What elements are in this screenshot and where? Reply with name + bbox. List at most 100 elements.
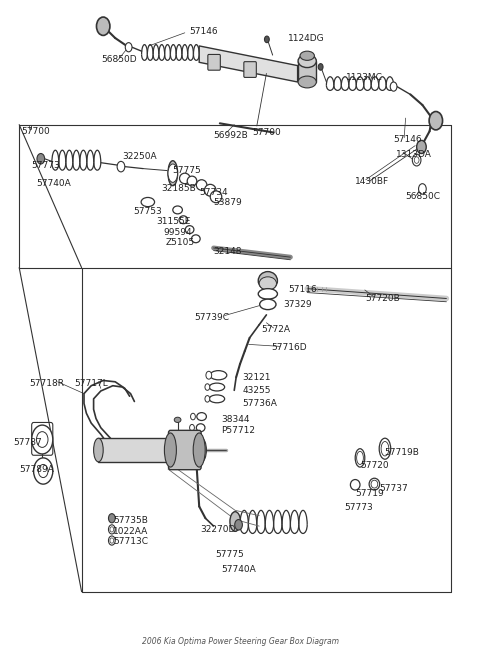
Circle shape [108, 525, 115, 534]
Text: 32270D: 32270D [201, 525, 236, 534]
Text: 1022AA: 1022AA [113, 527, 148, 536]
Ellipse shape [258, 289, 277, 299]
Text: 57719B: 57719B [384, 448, 419, 457]
Ellipse shape [300, 51, 314, 60]
Text: 53879: 53879 [214, 197, 242, 207]
Ellipse shape [369, 478, 380, 490]
Ellipse shape [180, 173, 190, 184]
Ellipse shape [350, 480, 360, 490]
Ellipse shape [298, 54, 316, 68]
FancyBboxPatch shape [168, 430, 201, 470]
Circle shape [108, 536, 115, 545]
Ellipse shape [193, 433, 205, 467]
Ellipse shape [355, 449, 365, 467]
Ellipse shape [204, 184, 216, 196]
Circle shape [34, 458, 53, 484]
Circle shape [108, 514, 115, 523]
Text: 57720B: 57720B [365, 294, 399, 303]
Text: 57734: 57734 [199, 188, 228, 197]
Ellipse shape [371, 480, 378, 488]
Text: 57739C: 57739C [194, 313, 229, 322]
Text: 57700: 57700 [22, 127, 50, 136]
Text: 32185B: 32185B [161, 184, 195, 194]
Text: 57713C: 57713C [113, 537, 148, 546]
Circle shape [429, 112, 443, 130]
Text: 57737: 57737 [379, 484, 408, 493]
Text: 57716D: 57716D [271, 343, 307, 352]
Text: 56850C: 56850C [406, 192, 441, 201]
Text: 1430BF: 1430BF [355, 176, 389, 186]
Text: 57720: 57720 [360, 461, 389, 470]
Ellipse shape [94, 438, 103, 462]
Ellipse shape [298, 76, 316, 88]
Circle shape [414, 157, 419, 163]
Ellipse shape [179, 216, 188, 224]
Text: 57735B: 57735B [113, 516, 148, 525]
Text: 57146: 57146 [190, 27, 218, 36]
Text: 57787: 57787 [13, 438, 42, 447]
FancyBboxPatch shape [98, 438, 202, 462]
Ellipse shape [210, 371, 227, 380]
Circle shape [318, 64, 323, 70]
Text: 57775: 57775 [172, 166, 201, 175]
Text: 43255: 43255 [242, 386, 271, 396]
Text: 56992B: 56992B [214, 131, 248, 140]
Circle shape [419, 184, 426, 194]
Circle shape [190, 424, 194, 431]
Text: 37329: 37329 [283, 300, 312, 309]
Ellipse shape [196, 424, 205, 432]
Circle shape [110, 527, 114, 532]
Text: 57146: 57146 [394, 134, 422, 144]
Text: 1313DA: 1313DA [396, 150, 432, 159]
Text: 57773: 57773 [31, 161, 60, 170]
Text: 57718R: 57718R [29, 379, 64, 388]
Circle shape [191, 413, 195, 420]
Ellipse shape [168, 164, 178, 182]
Ellipse shape [168, 161, 178, 186]
Ellipse shape [379, 438, 391, 459]
Circle shape [125, 43, 132, 52]
Text: 32148: 32148 [214, 247, 242, 256]
Text: 57736A: 57736A [242, 399, 277, 408]
Text: 5772A: 5772A [262, 325, 290, 334]
Circle shape [96, 17, 110, 35]
Ellipse shape [192, 235, 200, 243]
Circle shape [235, 520, 242, 530]
FancyBboxPatch shape [208, 54, 220, 70]
Ellipse shape [259, 277, 276, 290]
Ellipse shape [210, 191, 222, 203]
Ellipse shape [209, 383, 225, 391]
Circle shape [264, 36, 269, 43]
Circle shape [32, 425, 53, 454]
Circle shape [390, 82, 397, 91]
Text: 2006 Kia Optima Power Steering Gear Box Diagram: 2006 Kia Optima Power Steering Gear Box … [142, 637, 338, 646]
Text: 32250A: 32250A [122, 152, 157, 161]
Text: 38344: 38344 [221, 415, 249, 424]
Ellipse shape [197, 438, 206, 462]
Ellipse shape [187, 176, 197, 186]
Ellipse shape [258, 272, 277, 290]
Text: 1123MC: 1123MC [346, 73, 383, 82]
Ellipse shape [141, 197, 155, 207]
Circle shape [38, 464, 48, 478]
Ellipse shape [230, 512, 240, 531]
Text: 57775: 57775 [215, 550, 244, 560]
Text: 1124DG: 1124DG [288, 33, 324, 43]
Text: 57789A: 57789A [19, 465, 54, 474]
Circle shape [206, 371, 212, 379]
Text: 57773: 57773 [345, 503, 373, 512]
Text: 99594: 99594 [163, 228, 192, 237]
Text: 57740A: 57740A [36, 179, 71, 188]
FancyBboxPatch shape [244, 62, 256, 77]
Circle shape [205, 396, 210, 402]
Circle shape [36, 432, 48, 447]
Circle shape [110, 538, 114, 543]
Circle shape [117, 161, 125, 172]
FancyBboxPatch shape [298, 61, 316, 82]
Ellipse shape [196, 180, 207, 190]
Text: 56850D: 56850D [101, 54, 136, 64]
Text: 57753: 57753 [133, 207, 162, 216]
Circle shape [37, 154, 45, 164]
Text: Z5105: Z5105 [166, 238, 195, 247]
Text: 57740A: 57740A [221, 565, 255, 574]
